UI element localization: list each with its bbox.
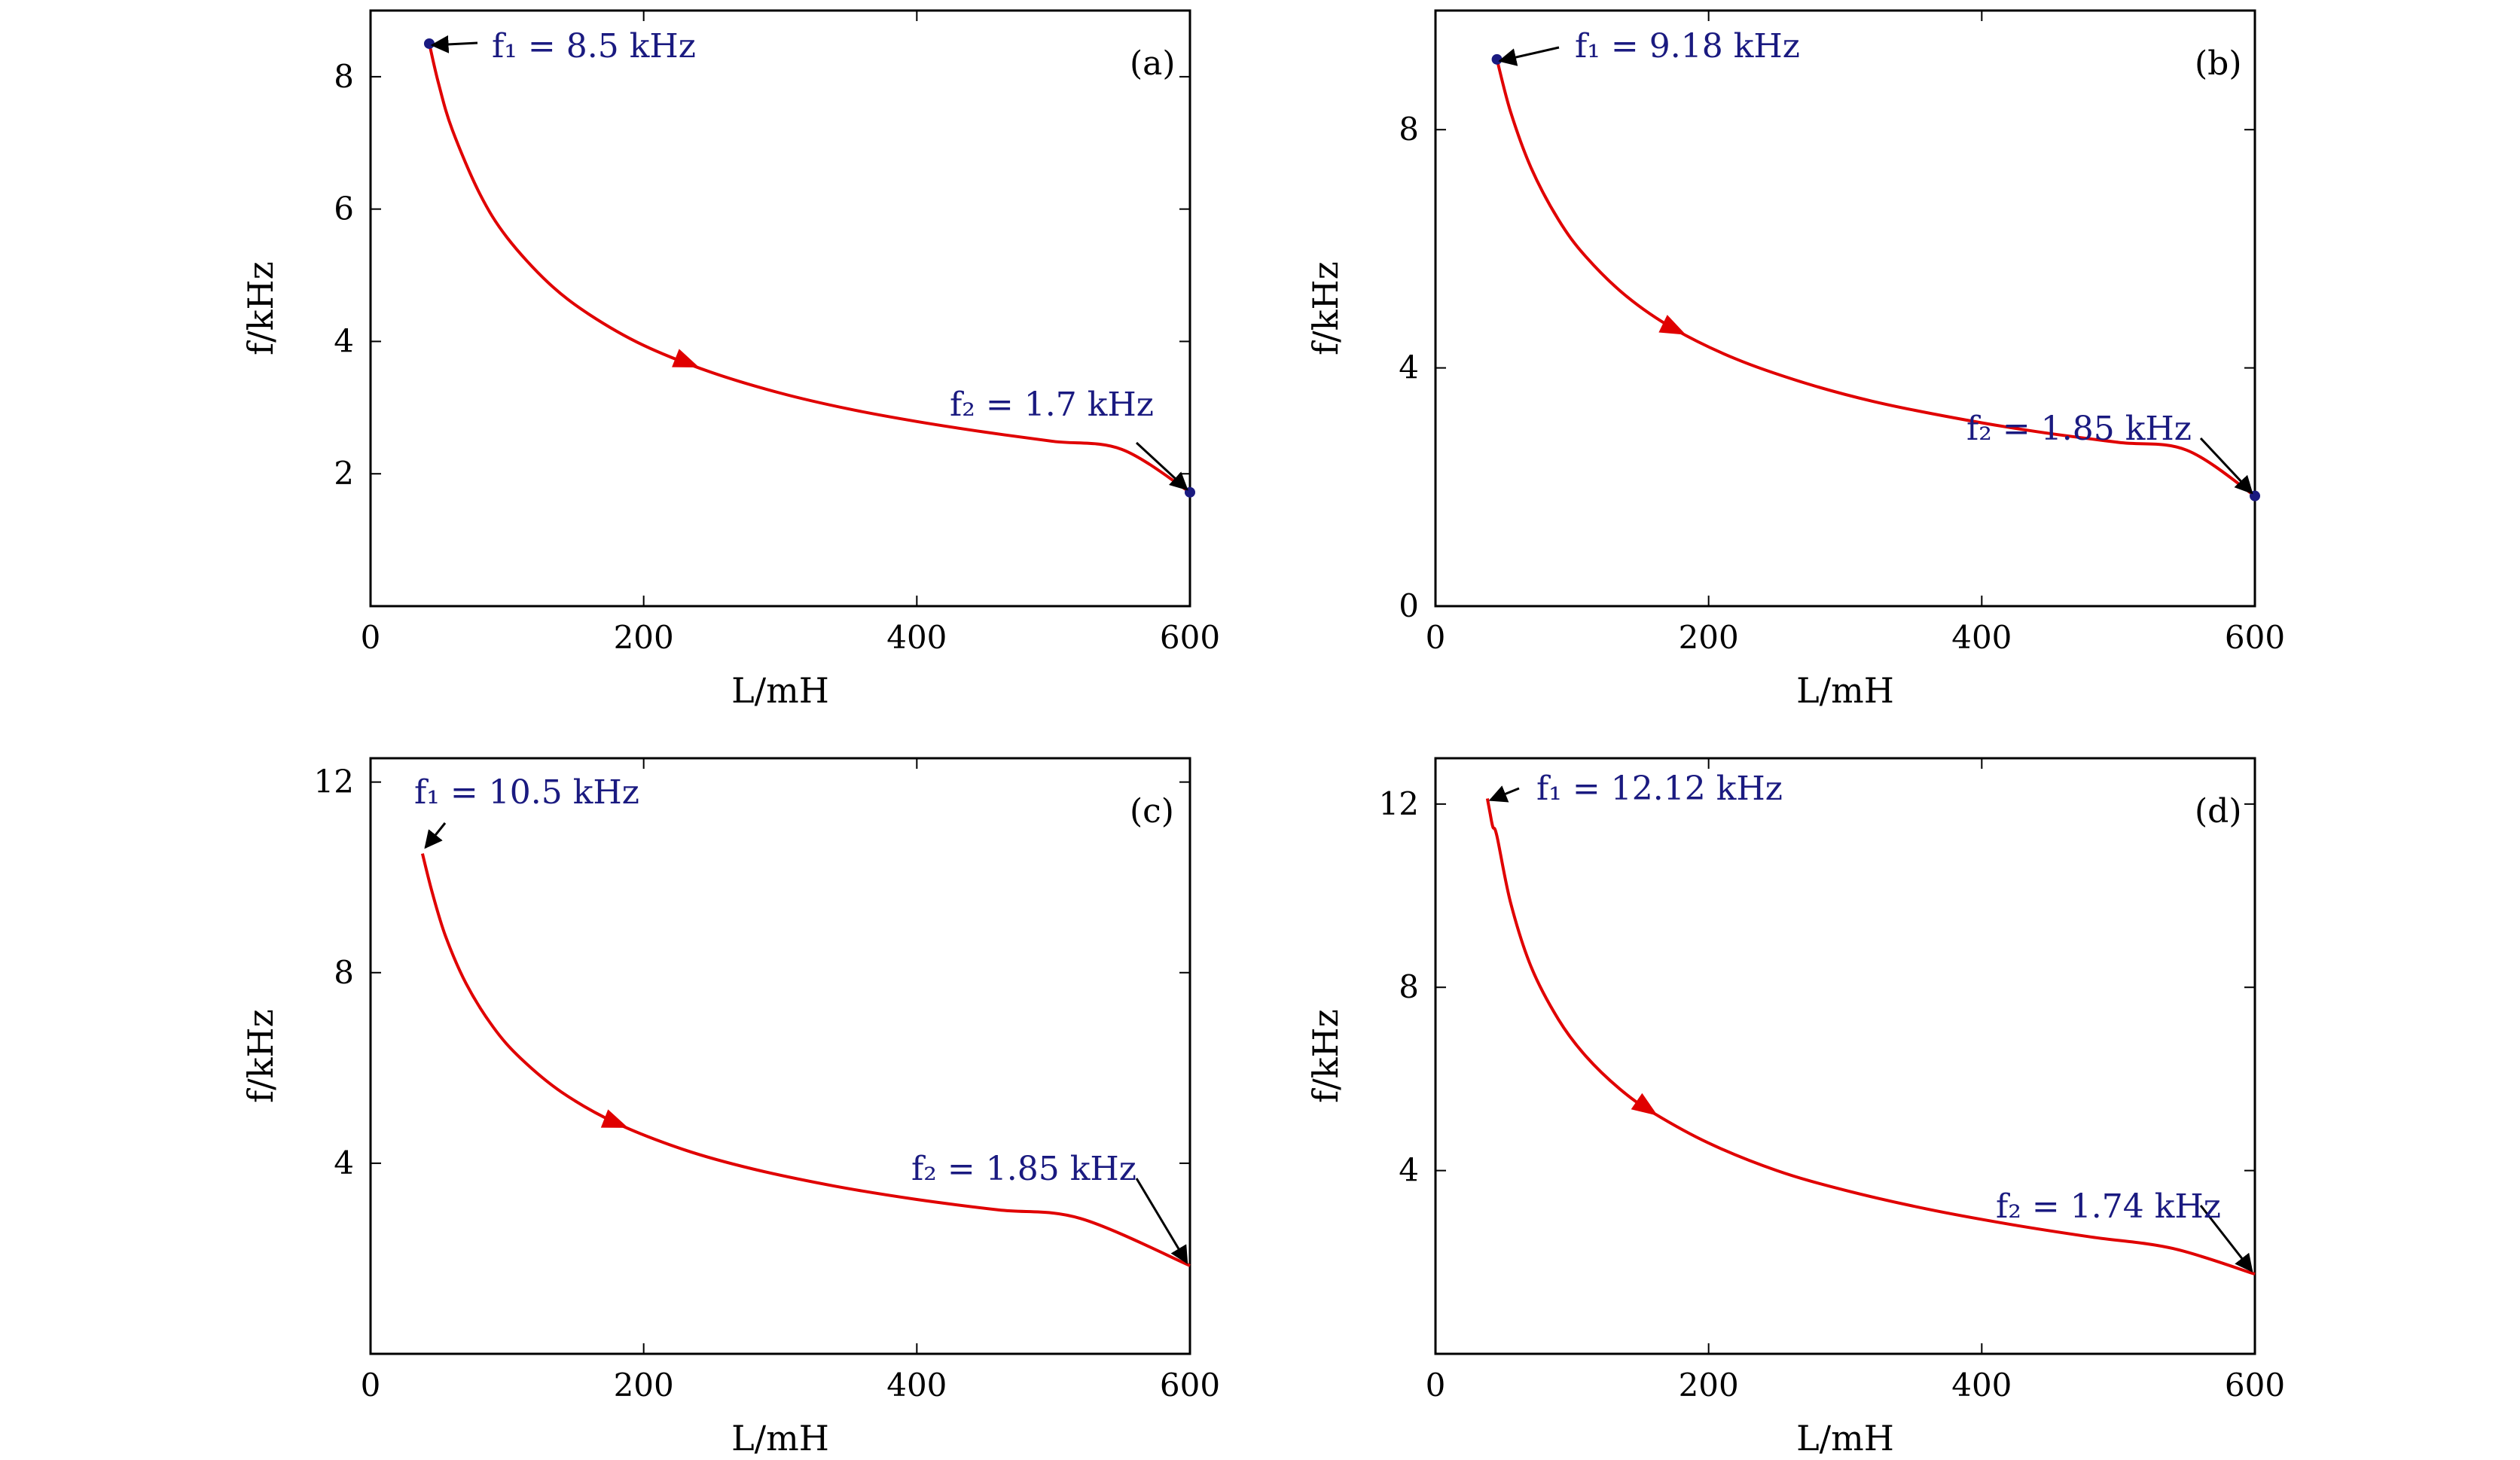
plot-frame	[1434, 9, 2256, 608]
tick-marks	[370, 11, 1191, 606]
y-tick-labels: 2 4 6 8	[334, 58, 354, 492]
x-tick-label: 0	[1426, 619, 1446, 656]
f1-annotation: f₁ = 10.5 kHz	[414, 773, 639, 812]
x-tick-label: 400	[1951, 1367, 2012, 1404]
direction-arrow	[1631, 1093, 1658, 1116]
tick-marks	[1435, 11, 2256, 607]
x-axis-label: L/mH	[731, 670, 829, 711]
y-tick-label: 4	[1399, 349, 1419, 386]
f1-arrow	[424, 822, 447, 849]
f2-annotation: f₂ = 1.85 kHz	[1966, 410, 2192, 448]
y-tick-labels: 4 8 12	[314, 764, 354, 1181]
y-axis-label: f/kHz	[240, 261, 281, 355]
plot-frame	[1434, 757, 2256, 1355]
panel-label: (b)	[2195, 44, 2242, 83]
start-marker	[423, 38, 435, 49]
f1-arrow	[1498, 46, 1560, 66]
y-axis-label: f/kHz	[1305, 1009, 1346, 1103]
tick-marks	[370, 758, 1191, 1354]
y-tick-label: 2	[334, 455, 354, 492]
panel-label: (a)	[1130, 44, 1176, 83]
y-tick-label: 4	[334, 322, 354, 359]
x-tick-label: 0	[1426, 1367, 1446, 1404]
f2-annotation: f₂ = 1.85 kHz	[911, 1150, 1136, 1188]
f2-annotation: f₂ = 1.74 kHz	[1996, 1187, 2221, 1226]
panel-label: (c)	[1130, 792, 1174, 831]
f1-annotation: f₁ = 9.18 kHz	[1575, 27, 1800, 66]
frequency-curve	[1485, 798, 2256, 1276]
x-tick-label: 200	[614, 619, 674, 656]
start-marker	[1491, 53, 1503, 65]
x-tick-labels: 0 200 400 600	[361, 1367, 1220, 1404]
frequency-curve	[420, 853, 1191, 1267]
x-tick-label: 600	[1160, 1367, 1220, 1404]
x-tick-label: 600	[2225, 619, 2285, 656]
x-axis-label: L/mH	[731, 1418, 829, 1458]
x-tick-label: 600	[1160, 619, 1220, 656]
y-tick-label: 8	[1399, 111, 1419, 148]
x-tick-label: 200	[614, 1367, 674, 1404]
f2-arrow	[1135, 1178, 1188, 1264]
y-tick-label: 8	[1399, 968, 1419, 1005]
frequency-curve	[1495, 59, 2256, 498]
panel-b: 0 200 400 600 0 4 8 f₁ = 9.18 kHz f₂ = 1.85 k…	[1305, 9, 2285, 711]
y-tick-label: 4	[1399, 1152, 1419, 1189]
y-tick-labels: 4 8 12	[1379, 785, 1419, 1189]
x-tick-labels: 0 200 400 600	[1426, 619, 2285, 656]
y-tick-label: 0	[1399, 587, 1419, 624]
f1-annotation: f₁ = 8.5 kHz	[492, 27, 696, 66]
x-tick-label: 200	[1679, 1367, 1739, 1404]
frequency-curve	[428, 43, 1191, 494]
f1-annotation: f₁ = 12.12 kHz	[1536, 770, 1783, 808]
x-axis-label: L/mH	[1796, 670, 1894, 711]
panel-c: 0 200 400 600 4 8 12 f₁ = 10.5 kHz f₂ = 1.85 …	[240, 757, 1220, 1458]
y-tick-label: 4	[334, 1145, 354, 1181]
panel-d: 0 200 400 600 4 8 12 f₁ = 12.12 kHz f₂ = 1.74…	[1305, 757, 2285, 1458]
plot-frame	[369, 9, 1191, 608]
x-tick-labels: 0 200 400 600	[361, 619, 1220, 656]
panel-a: 0 200 400 600 2 4 6 8 f₁ = 8.5 kHz f₂ = 1.7 kH…	[240, 9, 1220, 711]
plot-frame	[369, 757, 1191, 1355]
y-axis-label: f/kHz	[1305, 261, 1346, 355]
f1-arrow	[1488, 785, 1520, 803]
f1-arrow	[430, 35, 478, 53]
f2-arrow	[1135, 441, 1188, 491]
x-tick-label: 400	[1951, 619, 2012, 656]
tick-marks	[1435, 758, 2256, 1354]
y-tick-label: 12	[1379, 785, 1419, 822]
x-tick-label: 400	[886, 619, 947, 656]
x-tick-label: 600	[2225, 1367, 2285, 1404]
y-axis-label: f/kHz	[240, 1009, 281, 1103]
x-tick-label: 0	[361, 1367, 381, 1404]
f2-arrow	[2199, 1205, 2253, 1273]
direction-arrow	[600, 1109, 629, 1128]
x-tick-label: 0	[361, 619, 381, 656]
x-tick-label: 200	[1679, 619, 1739, 656]
y-tick-label: 12	[314, 764, 354, 800]
y-tick-label: 8	[334, 954, 354, 991]
f2-annotation: f₂ = 1.7 kHz	[950, 386, 1154, 424]
direction-arrow	[672, 349, 700, 368]
x-axis-label: L/mH	[1796, 1418, 1894, 1458]
x-tick-labels: 0 200 400 600	[1426, 1367, 2285, 1404]
y-tick-labels: 0 4 8	[1399, 111, 1419, 624]
x-tick-label: 400	[886, 1367, 947, 1404]
y-tick-label: 6	[334, 191, 354, 227]
f2-arrow	[2199, 437, 2253, 495]
direction-arrow	[1658, 315, 1686, 335]
y-tick-label: 8	[334, 58, 354, 95]
panel-label: (d)	[2195, 792, 2242, 831]
